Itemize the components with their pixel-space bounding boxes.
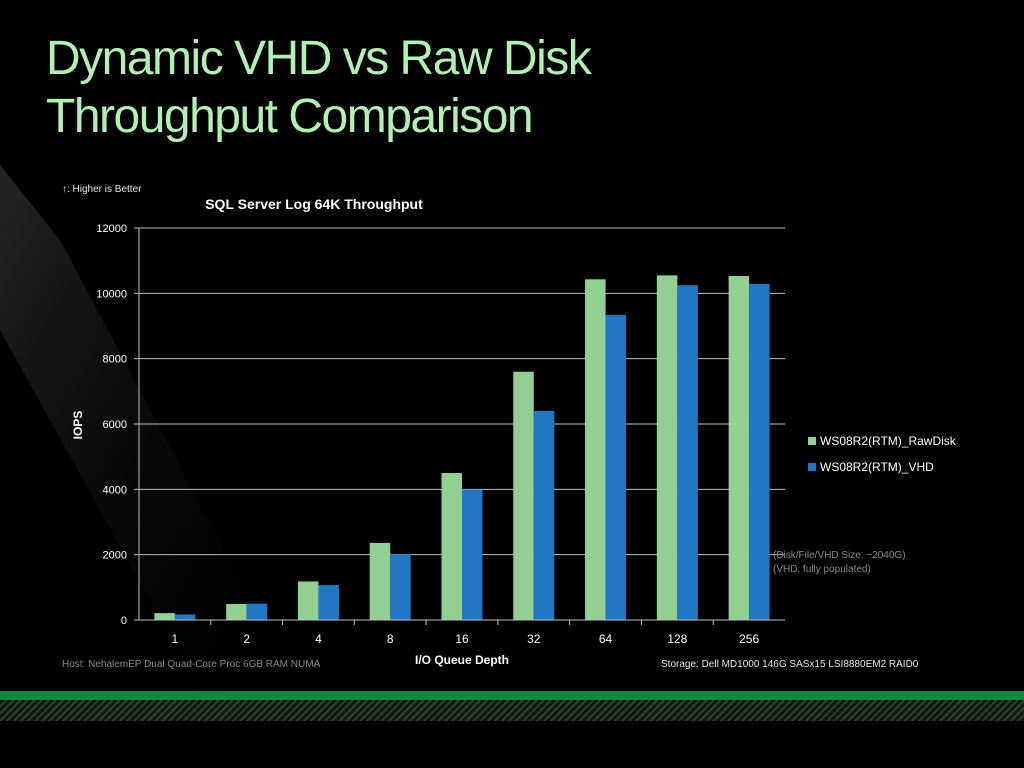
bar-vhd — [246, 603, 268, 620]
chart-title: SQL Server Log 64K Throughput — [205, 196, 423, 212]
legend-swatch-vhd — [808, 463, 816, 471]
legend-label-vhd: WS08R2(RTM)_VHD — [820, 460, 934, 474]
legend-label-rawdisk: WS08R2(RTM)_RawDisk — [820, 434, 956, 448]
x-tick-label: 64 — [599, 632, 613, 646]
bar-rawdisk — [728, 276, 750, 620]
slide-title-line-2: Throughput Comparison — [46, 90, 534, 143]
y-tick-label: 0 — [121, 615, 127, 627]
bar-rawdisk — [154, 613, 175, 620]
bar-rawdisk — [513, 371, 534, 620]
bar-rawdisk — [369, 542, 391, 620]
bar-rawdisk — [585, 279, 606, 620]
bar-vhd — [533, 410, 555, 620]
bar-rawdisk — [656, 275, 678, 620]
disk-size-note: (Disk/File/VHD Size: ~2040G) (VHD: fully… — [773, 549, 906, 577]
bar-rawdisk — [441, 473, 462, 620]
y-tick-label: 8000 — [103, 354, 127, 366]
bar-vhd — [390, 554, 411, 620]
slide-title: Dynamic VHD vs Raw Disk Throughput Compa… — [46, 30, 592, 146]
legend-swatch-rawdisk — [808, 437, 816, 445]
disk-size-line: (Disk/File/VHD Size: ~2040G) — [773, 550, 906, 561]
bar-rawdisk — [226, 603, 247, 620]
y-axis-label: IOPS — [71, 411, 85, 440]
y-tick-label: 4000 — [103, 484, 127, 496]
x-tick-label: 16 — [455, 632, 469, 646]
host-note: Host: NehalemEP Dual Quad-Core Proc 6GB … — [62, 659, 321, 670]
x-tick-label: 32 — [527, 632, 541, 646]
x-tick-label: 1 — [172, 632, 179, 646]
y-tick-label: 10000 — [96, 288, 127, 300]
x-axis-label: I/O Queue Depth — [415, 653, 509, 667]
slide-title-line-1: Dynamic VHD vs Raw Disk — [46, 32, 592, 85]
bar-vhd — [605, 314, 627, 620]
chart-legend: WS08R2(RTM)_RawDisk WS08R2(RTM)_VHD — [808, 428, 956, 480]
throughput-bar-chart: SQL Server Log 64K Throughput IOPS I/O Q… — [71, 196, 785, 667]
bar-vhd — [677, 285, 698, 620]
bar-rawdisk — [297, 581, 319, 620]
x-tick-label: 256 — [739, 632, 759, 646]
y-tick-label: 6000 — [103, 419, 127, 431]
bar-vhd — [749, 283, 770, 620]
axes: 0 2000 4000 6000 8000 10000 12000 1 2 4 8 16 32 64 128… — [96, 223, 785, 646]
y-tick-label: 2000 — [103, 550, 127, 562]
x-tick-label: 128 — [667, 632, 687, 646]
legend-item-vhd: WS08R2(RTM)_VHD — [808, 454, 956, 480]
bar-vhd — [318, 585, 339, 620]
bars — [154, 275, 770, 620]
x-tick-label: 8 — [387, 632, 394, 646]
bottom-decorative-stripe — [0, 691, 1024, 721]
legend-item-rawdisk: WS08R2(RTM)_RawDisk — [808, 428, 956, 454]
storage-note: Storage: Dell MD1000 146G SASx15 LSI8880… — [661, 659, 919, 670]
bar-vhd — [462, 489, 483, 620]
higher-is-better-note: ↑: Higher is Better — [62, 184, 142, 195]
vhd-populated-line: (VHD: fully populated) — [773, 564, 871, 575]
bar-vhd — [174, 614, 196, 620]
y-tick-label: 12000 — [96, 223, 127, 235]
x-tick-label: 2 — [243, 632, 250, 646]
x-tick-label: 4 — [315, 632, 322, 646]
